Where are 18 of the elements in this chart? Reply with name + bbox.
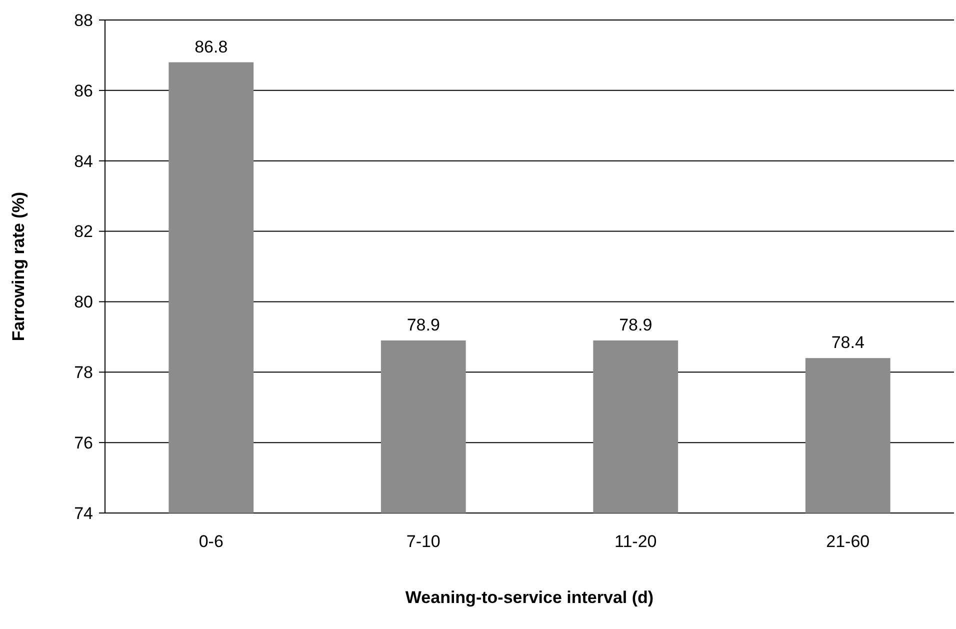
x-tick-label: 11-20 bbox=[614, 532, 657, 551]
x-axis-title: Weaning-to-service interval (d) bbox=[405, 588, 654, 607]
y-tick-label: 88 bbox=[74, 10, 93, 30]
y-tick-label: 86 bbox=[74, 81, 93, 100]
y-tick-label: 80 bbox=[74, 292, 93, 312]
y-tick-label: 82 bbox=[74, 222, 93, 242]
y-tick-label: 84 bbox=[74, 152, 93, 171]
data-label: 78.4 bbox=[831, 333, 864, 352]
data-label: 78.9 bbox=[619, 315, 652, 334]
data-label: 86.8 bbox=[194, 37, 228, 56]
y-tick-label: 76 bbox=[74, 434, 93, 453]
y-axis-title: Farrowing rate (%) bbox=[9, 192, 28, 342]
y-tick-label: 78 bbox=[74, 363, 93, 382]
x-tick-label: 7-10 bbox=[406, 532, 440, 551]
data-label: 78.9 bbox=[406, 315, 440, 334]
x-tick-label: 21-60 bbox=[826, 532, 870, 551]
y-tick-label: 74 bbox=[74, 504, 93, 523]
x-tick-label: 0-6 bbox=[198, 532, 224, 551]
